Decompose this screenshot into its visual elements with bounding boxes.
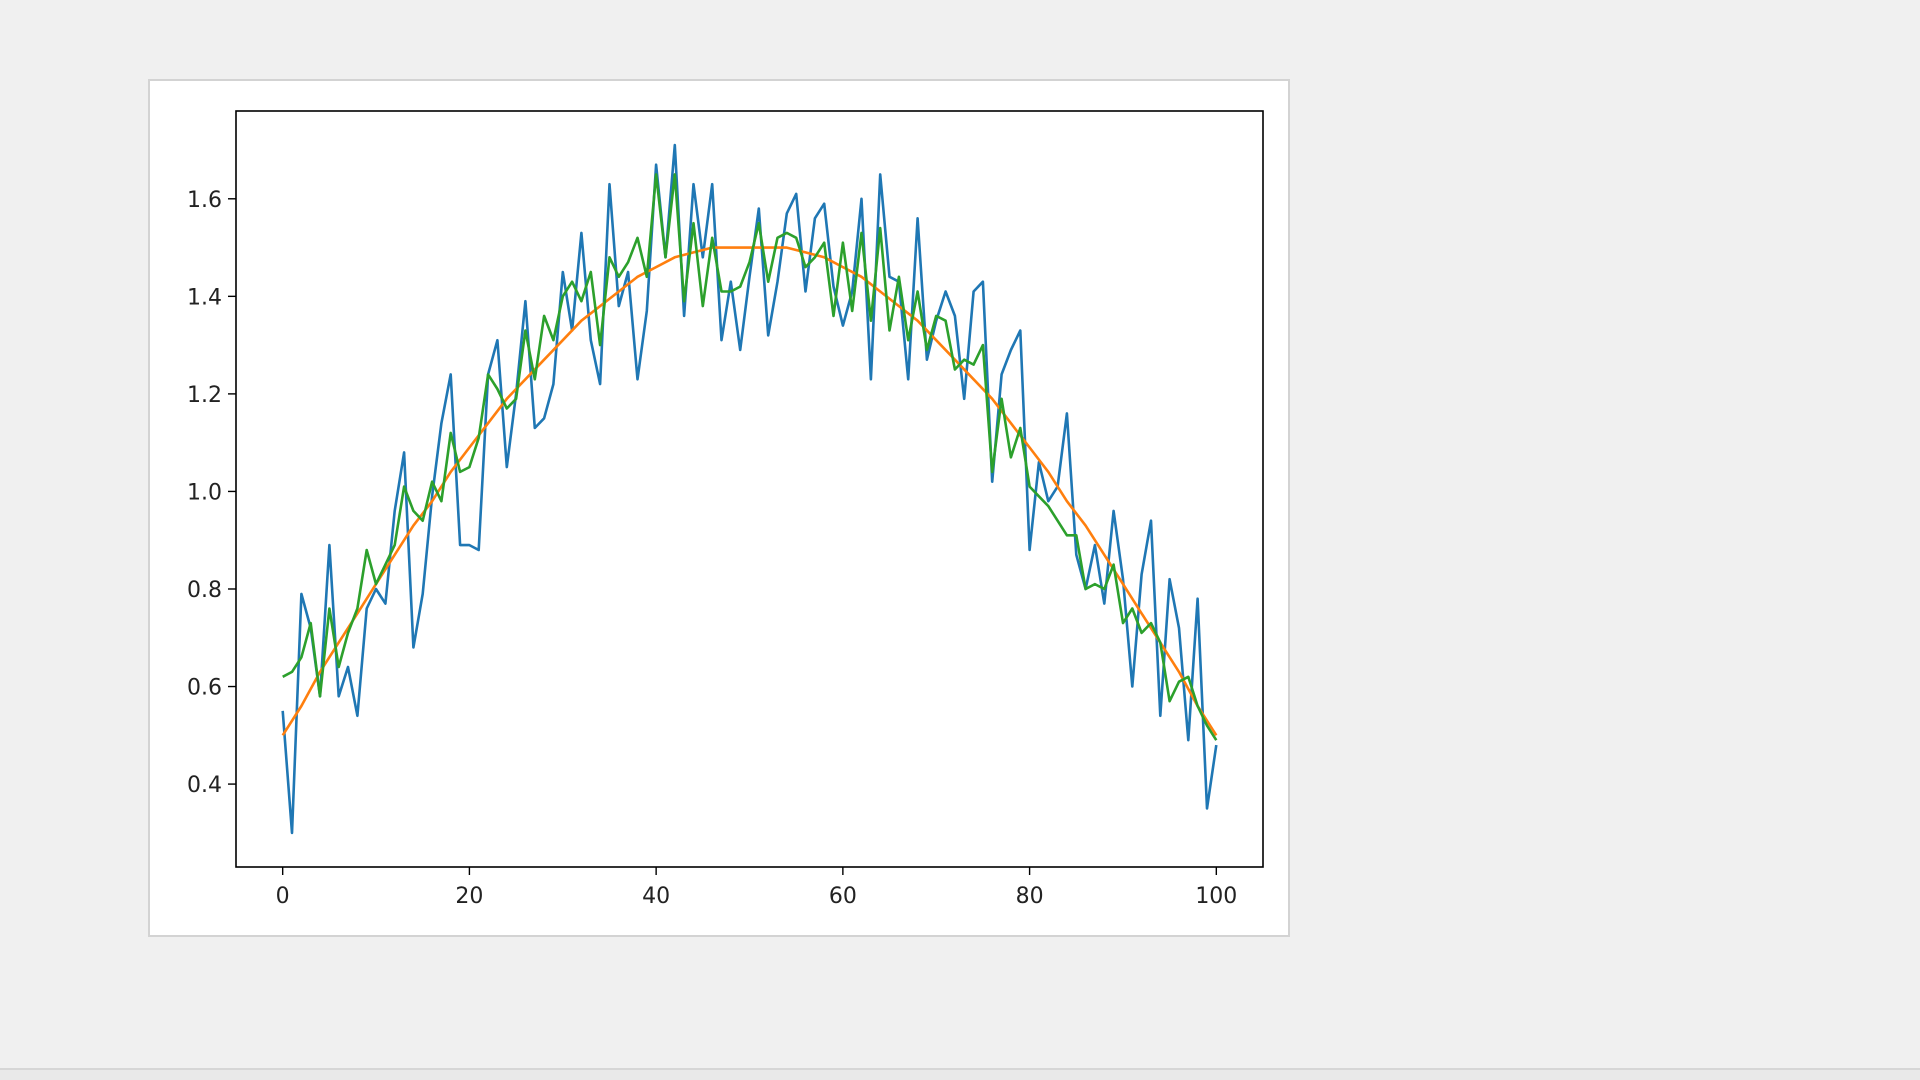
- series-layer: [281, 143, 1218, 835]
- series-line-1: [281, 143, 1218, 835]
- series-line-3: [282, 173, 1218, 741]
- y-tick-label: 1.4: [187, 285, 222, 310]
- y-tick-label: 0.6: [187, 676, 222, 701]
- x-tick-label: 40: [642, 884, 670, 909]
- y-tick-label: 1.2: [187, 383, 222, 408]
- x-tick-label: 0: [276, 884, 290, 909]
- x-tick-label: 20: [455, 884, 483, 909]
- y-axis: 0.4 0.6 0.8 1.0 1.2 1.4 1.6: [187, 188, 236, 798]
- y-tick-label: 0.4: [187, 773, 222, 798]
- x-tick-label: 100: [1195, 884, 1237, 909]
- bottom-strip: [0, 1070, 1920, 1080]
- x-tick-label: 60: [829, 884, 857, 909]
- axes-frame: [235, 110, 1264, 868]
- bottom-divider: [0, 1068, 1920, 1070]
- y-tick-label: 1.6: [187, 188, 222, 213]
- figure-frame: 0 20 40 60 80 100 0.4 0.6 0.8 1.0 1.2 1.4 1.6: [148, 79, 1290, 937]
- x-tick-label: 80: [1016, 884, 1044, 909]
- line-chart: 0 20 40 60 80 100 0.4 0.6 0.8 1.0 1.2 1.4 1.6: [187, 110, 1264, 909]
- series-line-2: [281, 246, 1218, 736]
- y-tick-label: 1.0: [187, 480, 222, 505]
- y-tick-label: 0.8: [187, 578, 222, 603]
- x-axis: 0 20 40 60 80 100: [276, 867, 1237, 909]
